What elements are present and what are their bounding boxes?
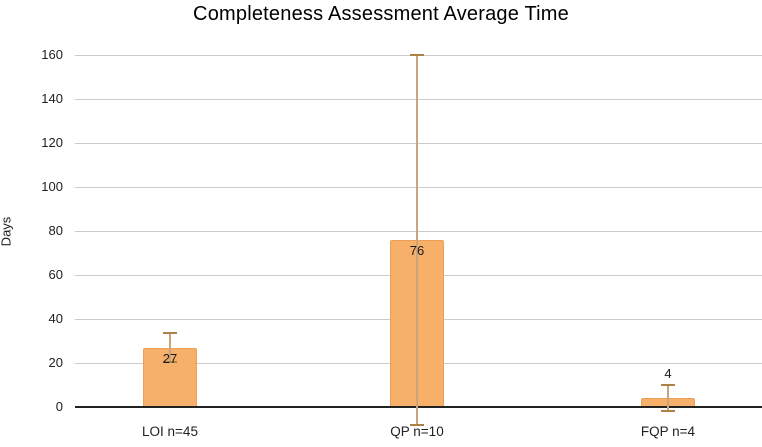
plot-area: 27 76 4: [75, 54, 762, 426]
error-bar-cap-bottom: [410, 423, 424, 426]
y-tick-label: 160: [41, 47, 63, 62]
error-bar-cap-top: [410, 54, 424, 56]
error-bar-cap-top: [661, 384, 675, 386]
y-tick-label: 40: [48, 311, 63, 326]
y-tick-label: 60: [48, 267, 63, 282]
x-tick-label: FQP n=4: [640, 424, 696, 439]
bar-value-label: 4: [664, 366, 672, 381]
gridline: [75, 98, 762, 100]
error-bar-cap-bottom: [661, 410, 675, 413]
y-tick-label: 80: [48, 223, 63, 238]
y-axis-title: Days: [0, 216, 14, 247]
y-tick-label: 120: [41, 135, 63, 150]
y-tick-label: 0: [55, 399, 63, 414]
error-bar-line: [169, 333, 171, 362]
error-bar-line: [667, 385, 669, 412]
y-tick-label: 20: [48, 355, 63, 370]
y-tick-label: 140: [41, 91, 63, 106]
chart-title: Completeness Assessment Average Time: [193, 3, 569, 25]
error-bar-cap-bottom: [163, 360, 177, 363]
error-bar-line: [416, 55, 418, 425]
y-tick-label: 100: [41, 179, 63, 194]
bar-value-label: 76: [409, 242, 425, 258]
gridline: [75, 230, 762, 232]
error-bar-cap-top: [163, 332, 177, 335]
gridline: [75, 142, 762, 144]
x-tick-label: LOI n=45: [142, 424, 198, 439]
zero-axis-line: [75, 406, 762, 408]
bar-value-label: 27: [162, 350, 178, 366]
gridline: [75, 186, 762, 188]
x-tick-label: QP n=10: [390, 424, 444, 439]
